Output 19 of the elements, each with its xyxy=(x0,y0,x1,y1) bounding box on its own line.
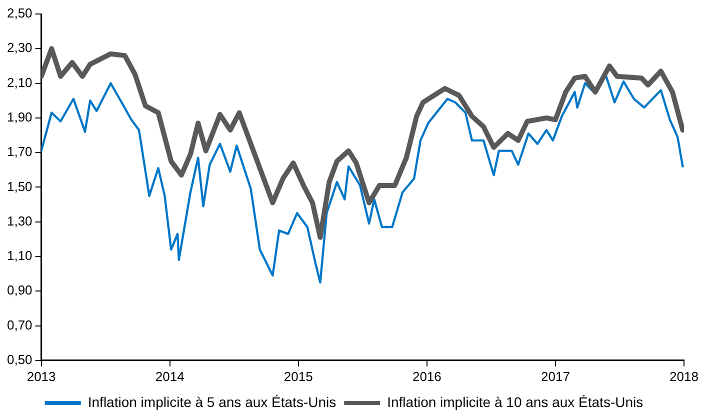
y-tick-label: 1,50 xyxy=(6,178,32,194)
legend-label: Inflation implicite à 10 ans aux États-Unis xyxy=(387,394,644,410)
x-tick-label: 2014 xyxy=(155,368,184,384)
x-tick-label: 2013 xyxy=(26,368,56,384)
legend-label: Inflation implicite à 5 ans aux États-Unis xyxy=(88,394,336,410)
x-tick-label: 2015 xyxy=(284,368,313,384)
y-tick-label: 2,10 xyxy=(6,74,32,90)
y-tick-label: 1,70 xyxy=(6,144,32,160)
x-tick-label: 2018 xyxy=(670,368,698,384)
y-tick-label: 1,90 xyxy=(6,110,32,124)
x-tick-label: 2017 xyxy=(541,368,570,384)
y-tick-label: 0,90 xyxy=(6,282,32,298)
y-tick-label: 0,50 xyxy=(6,352,32,367)
x-tick-label: 2016 xyxy=(412,368,442,384)
y-tick-label: 1,10 xyxy=(6,248,32,264)
y-tick-label: 0,70 xyxy=(6,317,32,332)
y-tick-label: 1,30 xyxy=(6,213,32,228)
y-tick-label: 2,30 xyxy=(6,40,32,56)
y-tick-label: 2,50 xyxy=(6,6,32,21)
